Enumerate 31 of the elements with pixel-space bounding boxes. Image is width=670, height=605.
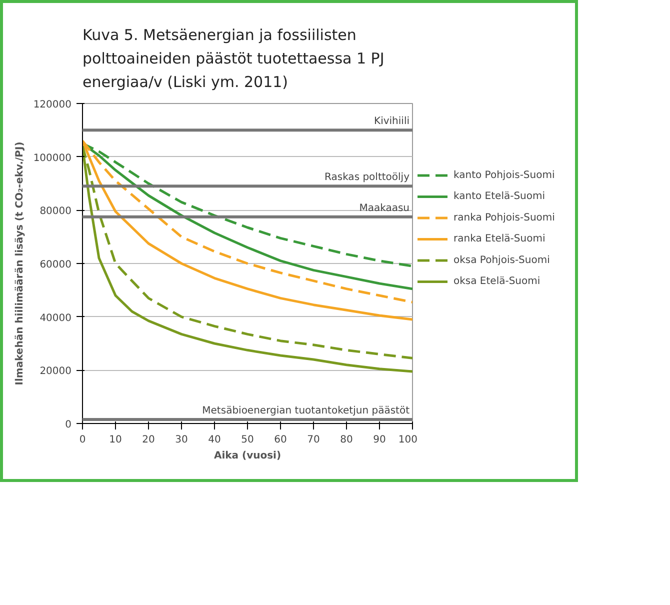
- legend-label: kanto Pohjois-Suomi: [454, 170, 555, 181]
- y-tick-label: 100000: [33, 152, 72, 164]
- x-axis-title: Aika (vuosi): [214, 450, 282, 462]
- legend-label: ranka Pohjois-Suomi: [454, 212, 555, 224]
- legend-label: kanto Etelä-Suomi: [454, 191, 546, 202]
- x-tick-label: 10: [109, 434, 122, 446]
- x-tick-label: 60: [274, 434, 287, 446]
- legend-label: oksa Pohjois-Suomi: [454, 254, 550, 266]
- legend-label: oksa Etelä-Suomi: [454, 276, 540, 288]
- x-tick-label: 40: [208, 434, 221, 446]
- ref-line-label: Kivihiili: [374, 116, 410, 128]
- y-tick-label: 120000: [33, 100, 72, 110]
- y-axis-title: Ilmakehän hiilimäärän lisäys (t CO₂-ekv./PJ): [14, 142, 26, 386]
- x-tick-label: 0: [79, 434, 86, 446]
- y-tick-label: 80000: [40, 206, 72, 218]
- x-tick-label: 30: [175, 434, 188, 446]
- ref-line-label: Raskas polttoöljy: [324, 172, 410, 184]
- legend-label: ranka Etelä-Suomi: [454, 234, 546, 245]
- x-tick-label: 90: [373, 434, 386, 446]
- x-tick-label: 70: [307, 434, 320, 446]
- x-tick-label: 50: [241, 434, 254, 446]
- x-tick-label: 80: [340, 434, 353, 446]
- y-tick-label: 60000: [40, 260, 72, 270]
- y-tick-label: 20000: [40, 366, 72, 378]
- chart-title: Kuva 5. Metsäenergian ja fossiilisten polttoaineiden päästöt tuotettaessa 1 PJ energiaa/v (Liski ym. 2011): [82, 26, 384, 91]
- y-tick-label: 0: [65, 420, 72, 430]
- y-tick-label: 40000: [40, 312, 72, 324]
- x-tick-label: 20: [142, 434, 155, 446]
- ref-line-label: Metsäbioenergian tuotantoketjun päästöt: [202, 406, 410, 416]
- x-tick-label: 100: [398, 434, 418, 446]
- ref-line-label: Maakaasu: [359, 202, 410, 214]
